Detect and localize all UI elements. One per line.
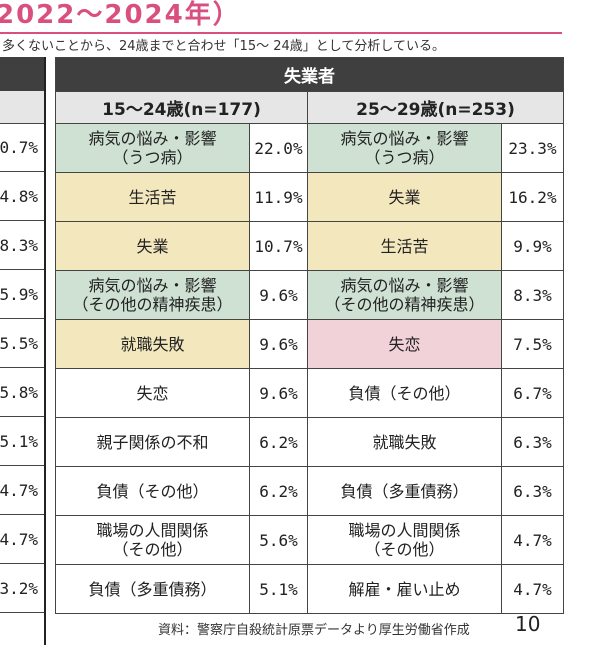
reason-cell: 失業 <box>55 221 250 271</box>
percentage-cell: 6.7% <box>501 368 564 418</box>
table-row: 失業 10.7% 生活苦 9.9% <box>55 221 564 271</box>
previous-table-value: 5.9% <box>0 270 44 319</box>
table-row: 負債（その他） 6.2% 負債（多重債務） 6.3% <box>55 466 564 516</box>
previous-table-value: 5.5% <box>0 319 44 368</box>
unemployed-reasons-table: 失業者 15～24歳(n=177) 25～29歳(n=253) 病気の悩み・影響… <box>55 57 564 614</box>
previous-table-value: 3.2% <box>0 564 44 613</box>
percentage-cell: 10.7% <box>249 221 308 271</box>
previous-table-fragment: 0.7% 4.8% 8.3% 5.9% 5.5% 5.8% 5.1% 4.7% 4.7% 3.2% <box>0 57 46 645</box>
table-row: 職場の人間関係 （その他） 5.6% 職場の人間関係 （その他） 4.7% <box>55 515 564 565</box>
percentage-cell: 5.1% <box>249 564 308 614</box>
reason-cell: 失恋 <box>55 368 250 418</box>
percentage-cell: 4.7% <box>501 564 564 614</box>
percentage-cell: 16.2% <box>501 172 564 222</box>
reason-cell: 就職失敗 <box>307 417 502 467</box>
percentage-cell: 7.5% <box>501 319 564 369</box>
previous-table-value: 5.8% <box>0 368 44 417</box>
reason-cell: 生活苦 <box>55 172 250 222</box>
percentage-cell: 9.9% <box>501 221 564 271</box>
reason-cell: 負債（その他） <box>55 466 250 516</box>
source-credit: 資料：警察庁自殺統計原票データより厚生労働省作成 <box>158 623 470 638</box>
reason-cell: 病気の悩み・影響 （その他の精神疾患） <box>55 270 250 320</box>
reason-cell: 負債（その他） <box>307 368 502 418</box>
percentage-cell: 9.6% <box>249 368 308 418</box>
analysis-note: 多くないことから、24歳までと合わせ「15～ 24歳」として分析している。 <box>2 39 445 54</box>
page-number: 10 <box>515 612 541 636</box>
reason-cell: 負債（多重債務） <box>55 564 250 614</box>
reason-cell: 職場の人間関係 （その他） <box>307 515 502 565</box>
percentage-cell: 5.6% <box>249 515 308 565</box>
reason-cell: 失業 <box>307 172 502 222</box>
previous-table-header <box>0 57 44 91</box>
table-row: 負債（多重債務） 5.1% 解雇・雇い止め 4.7% <box>55 564 564 614</box>
group-header-25-29: 25～29歳(n=253) <box>307 91 564 124</box>
percentage-cell: 4.7% <box>501 515 564 565</box>
percentage-cell: 6.3% <box>501 417 564 467</box>
percentage-cell: 11.9% <box>249 172 308 222</box>
percentage-cell: 23.3% <box>501 123 564 173</box>
percentage-cell: 6.2% <box>249 466 308 516</box>
table-row: 親子関係の不和 6.2% 就職失敗 6.3% <box>55 417 564 467</box>
percentage-cell: 9.6% <box>249 270 308 320</box>
percentage-cell: 6.3% <box>501 466 564 516</box>
reason-cell: 失恋 <box>307 319 502 369</box>
group-header-15-24: 15～24歳(n=177) <box>55 91 308 124</box>
table-row: 生活苦 11.9% 失業 16.2% <box>55 172 564 222</box>
reason-cell: 就職失敗 <box>55 319 250 369</box>
percentage-cell: 6.2% <box>249 417 308 467</box>
reason-cell: 親子関係の不和 <box>55 417 250 467</box>
previous-table-value: 0.7% <box>0 123 44 172</box>
reason-cell: 生活苦 <box>307 221 502 271</box>
page-title: 2022～2024年） <box>0 0 241 30</box>
percentage-cell: 8.3% <box>501 270 564 320</box>
title-underline <box>0 32 562 34</box>
previous-table-subheader <box>0 91 44 124</box>
reason-cell: 病気の悩み・影響 （その他の精神疾患） <box>307 270 502 320</box>
percentage-cell: 9.6% <box>249 319 308 369</box>
previous-table-value: 8.3% <box>0 221 44 270</box>
reason-cell: 病気の悩み・影響 （うつ病） <box>55 123 250 173</box>
table-header-unemployed: 失業者 <box>55 57 564 92</box>
table-row: 病気の悩み・影響 （その他の精神疾患） 9.6% 病気の悩み・影響 （その他の精神疾… <box>55 270 564 320</box>
previous-table-value: 4.7% <box>0 515 44 564</box>
table-row: 病気の悩み・影響 （うつ病） 22.0% 病気の悩み・影響 （うつ病） 23.3% <box>55 123 564 173</box>
previous-table-value: 4.7% <box>0 466 44 515</box>
reason-cell: 職場の人間関係 （その他） <box>55 515 250 565</box>
reason-cell: 解雇・雇い止め <box>307 564 502 614</box>
previous-table-value: 5.1% <box>0 417 44 466</box>
previous-table-value: 4.8% <box>0 172 44 221</box>
percentage-cell: 22.0% <box>249 123 308 173</box>
reason-cell: 負債（多重債務） <box>307 466 502 516</box>
table-row: 失恋 9.6% 負債（その他） 6.7% <box>55 368 564 418</box>
reason-cell: 病気の悩み・影響 （うつ病） <box>307 123 502 173</box>
table-row: 就職失敗 9.6% 失恋 7.5% <box>55 319 564 369</box>
